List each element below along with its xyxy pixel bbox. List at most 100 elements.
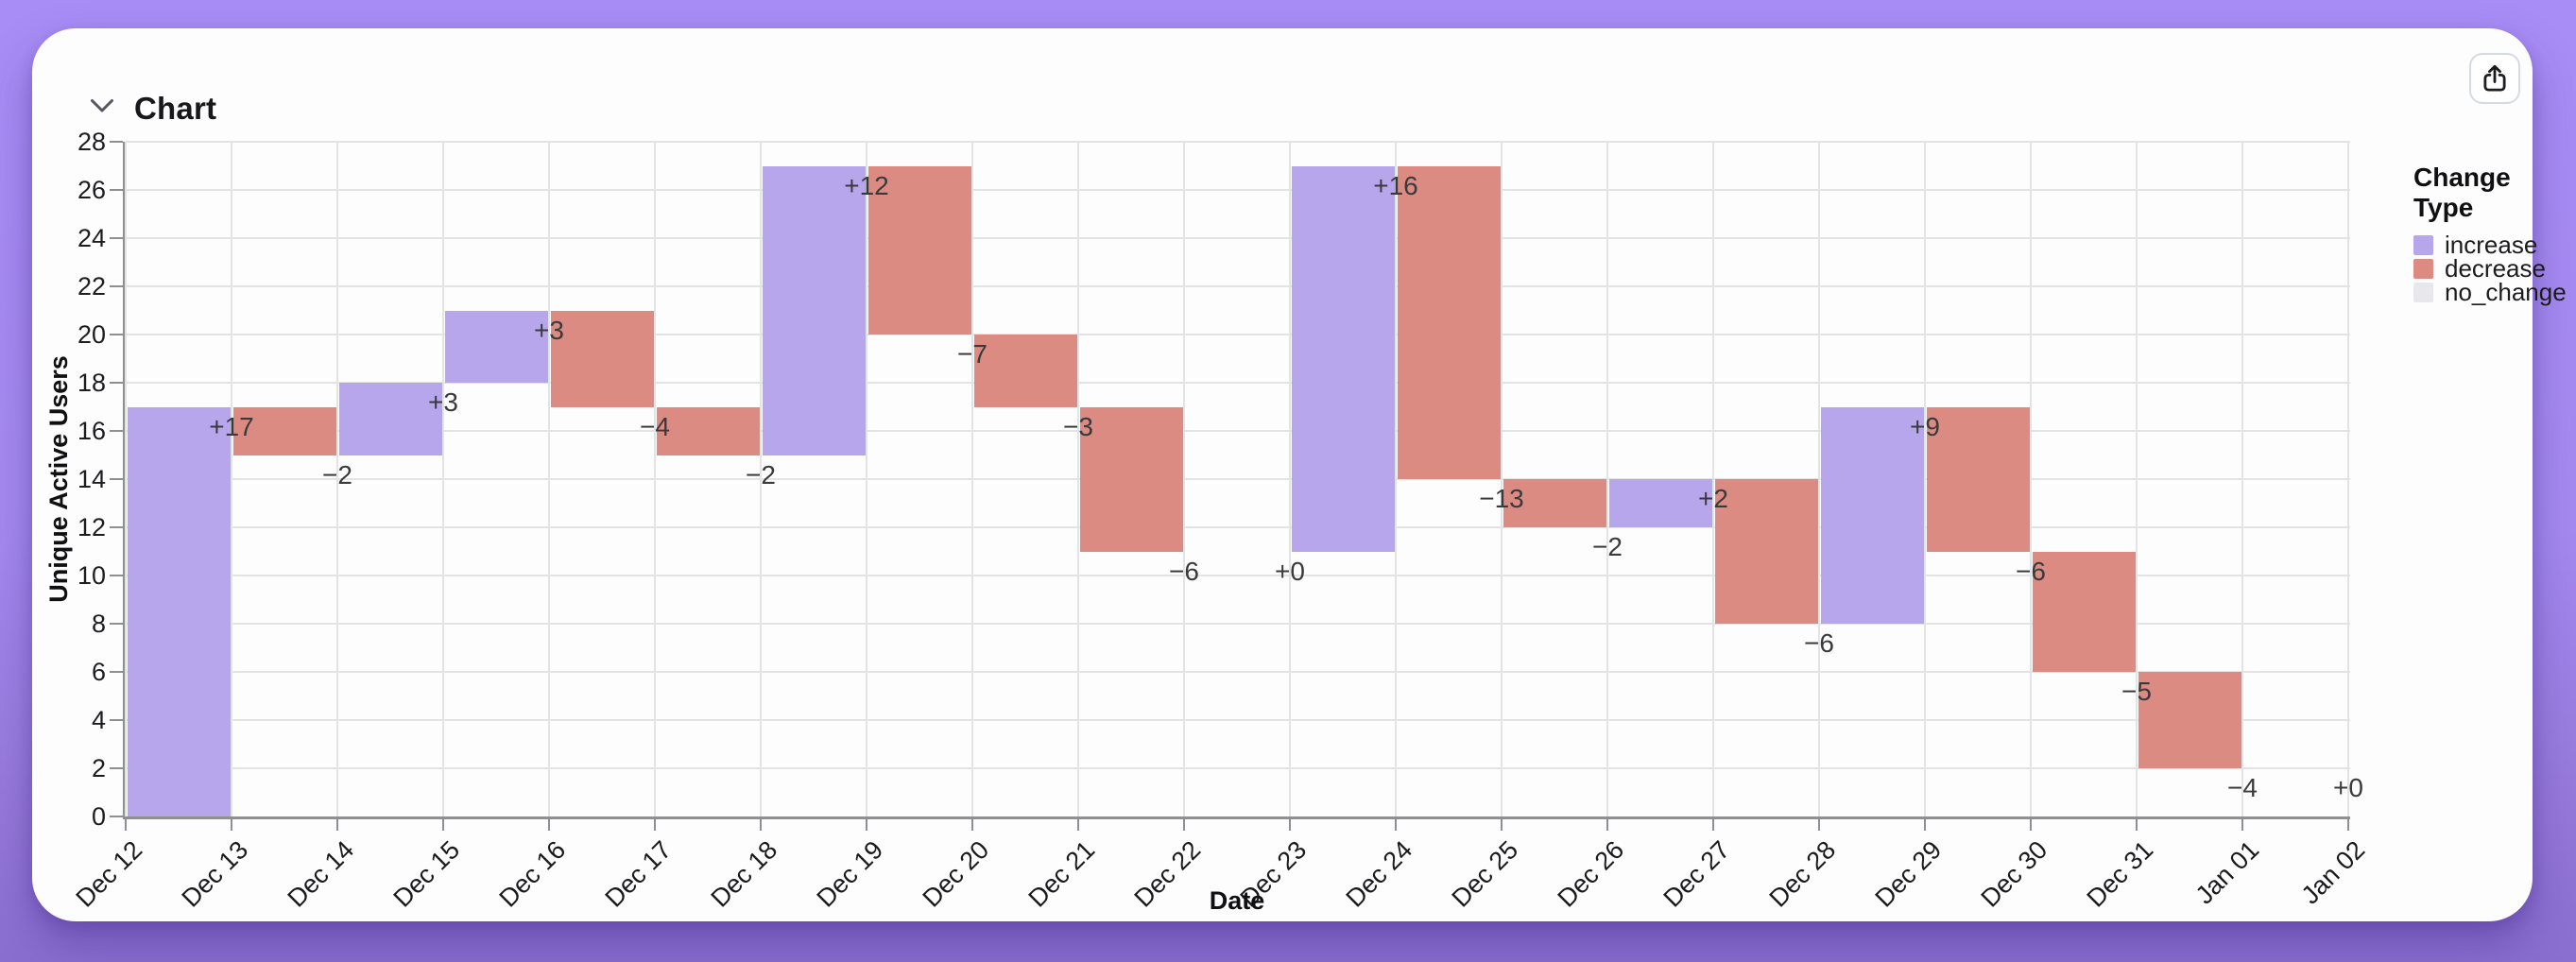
panel-title: Chart: [134, 91, 217, 126]
legend-item-no_change: no_change: [2413, 278, 2567, 306]
y-tick: [110, 671, 123, 673]
x-tick: [866, 819, 867, 831]
x-tick-label: Dec 17: [599, 835, 678, 913]
y-gridline: [126, 237, 2350, 239]
chart-card: Chart Change Type increase decrease no_cha…: [32, 28, 2567, 921]
waterfall-bar-dec20: [973, 335, 1077, 407]
x-gridline: [1712, 142, 1714, 816]
y-tick-label: 4: [91, 706, 106, 734]
bar-value-label: −6: [2016, 556, 2046, 586]
x-gridline: [654, 142, 656, 816]
x-tick-label: Dec 19: [811, 835, 889, 913]
y-gridline: [126, 430, 2350, 432]
waterfall-bar-dec27: [1714, 479, 1818, 624]
bar-value-label: −2: [322, 459, 352, 490]
y-tick: [110, 478, 123, 480]
x-gridline: [125, 142, 127, 816]
x-tick: [2030, 819, 2032, 831]
bar-value-label: +3: [428, 387, 458, 417]
y-gridline: [126, 382, 2350, 384]
x-tick: [654, 819, 656, 831]
legend-item-increase: increase: [2413, 232, 2567, 257]
y-gridline: [126, 623, 2350, 625]
y-tick-label: 28: [77, 128, 106, 156]
bar-value-label: +16: [1373, 170, 1418, 200]
y-gridline: [126, 575, 2350, 576]
legend-label: decrease: [2445, 254, 2546, 283]
waterfall-bar-dec28: [1820, 406, 1924, 624]
bar-value-label: −3: [1063, 411, 1093, 441]
x-gridline: [336, 142, 338, 816]
chevron-down-icon: [90, 98, 114, 113]
bar-value-label: −2: [746, 459, 776, 490]
y-tick: [110, 526, 123, 528]
bar-value-label: −5: [2121, 677, 2152, 706]
y-gridline: [126, 189, 2350, 191]
y-tick-label: 8: [91, 610, 106, 638]
x-gridline: [760, 142, 762, 816]
y-tick: [110, 767, 123, 769]
bar-value-label: +0: [1275, 556, 1305, 586]
legend: Change Type increase decrease no_change: [2413, 163, 2567, 306]
bar-value-label: −6: [1169, 556, 1199, 586]
legend-swatch-increase: [2413, 235, 2433, 255]
y-gridline: [126, 767, 2350, 769]
x-tick: [2241, 819, 2243, 831]
y-tick-label: 18: [77, 369, 106, 397]
y-tick: [110, 575, 123, 576]
y-tick-label: 10: [77, 561, 106, 590]
bar-value-label: +9: [1910, 411, 1940, 441]
x-tick: [1924, 819, 1926, 831]
x-gridline: [1395, 142, 1397, 816]
waterfall-bar-dec24: [1397, 165, 1501, 479]
legend-item-decrease: decrease: [2413, 254, 2567, 283]
x-gridline: [2136, 142, 2138, 816]
x-tick: [125, 819, 127, 831]
bar-value-label: −6: [1804, 628, 1834, 658]
y-axis-title: Unique Active Users: [44, 355, 73, 603]
legend-label: no_change: [2445, 278, 2567, 306]
bar-value-label: +12: [844, 170, 889, 200]
waterfall-bar-dec17: [656, 406, 760, 455]
card-header: Chart: [32, 28, 2533, 132]
y-gridline: [126, 671, 2350, 673]
x-tick-label: Dec 12: [70, 835, 148, 913]
waterfall-bar-dec16: [550, 310, 654, 407]
x-tick: [1077, 819, 1079, 831]
collapse-toggle[interactable]: [83, 87, 121, 125]
bar-value-label: −13: [1479, 484, 1524, 513]
y-tick-label: 6: [91, 658, 106, 686]
waterfall-bar-dec25: [1503, 479, 1606, 527]
x-tick-label: Dec 13: [176, 835, 254, 913]
y-tick: [110, 141, 123, 143]
y-tick: [110, 430, 123, 432]
y-tick-label: 14: [77, 465, 106, 493]
x-tick-label: Dec 16: [493, 835, 572, 913]
x-tick: [1395, 819, 1397, 831]
x-tick-label: Dec 29: [1869, 835, 1948, 913]
y-tick-label: 22: [77, 272, 106, 301]
x-tick-label: Dec 27: [1657, 835, 1736, 913]
y-axis-line: [123, 142, 125, 818]
y-tick: [110, 719, 123, 721]
x-gridline: [1183, 142, 1185, 816]
waterfall-bar-dec23: [1291, 165, 1395, 552]
x-gridline: [1501, 142, 1503, 816]
x-tick-label: Dec 14: [282, 835, 360, 913]
x-tick-label: Dec 28: [1763, 835, 1842, 913]
x-tick: [2136, 819, 2138, 831]
waterfall-bar-dec15: [444, 310, 548, 383]
y-tick-label: 20: [77, 320, 106, 349]
x-gridline: [1924, 142, 1926, 816]
y-gridline: [126, 526, 2350, 528]
waterfall-bar-dec29: [1926, 406, 2030, 552]
y-tick-label: 24: [77, 224, 106, 252]
y-gridline: [126, 478, 2350, 480]
x-tick: [1183, 819, 1185, 831]
y-tick: [110, 237, 123, 239]
y-tick: [110, 382, 123, 384]
share-button[interactable]: [2469, 53, 2520, 104]
y-tick: [110, 189, 123, 191]
x-gridline: [2241, 142, 2243, 816]
